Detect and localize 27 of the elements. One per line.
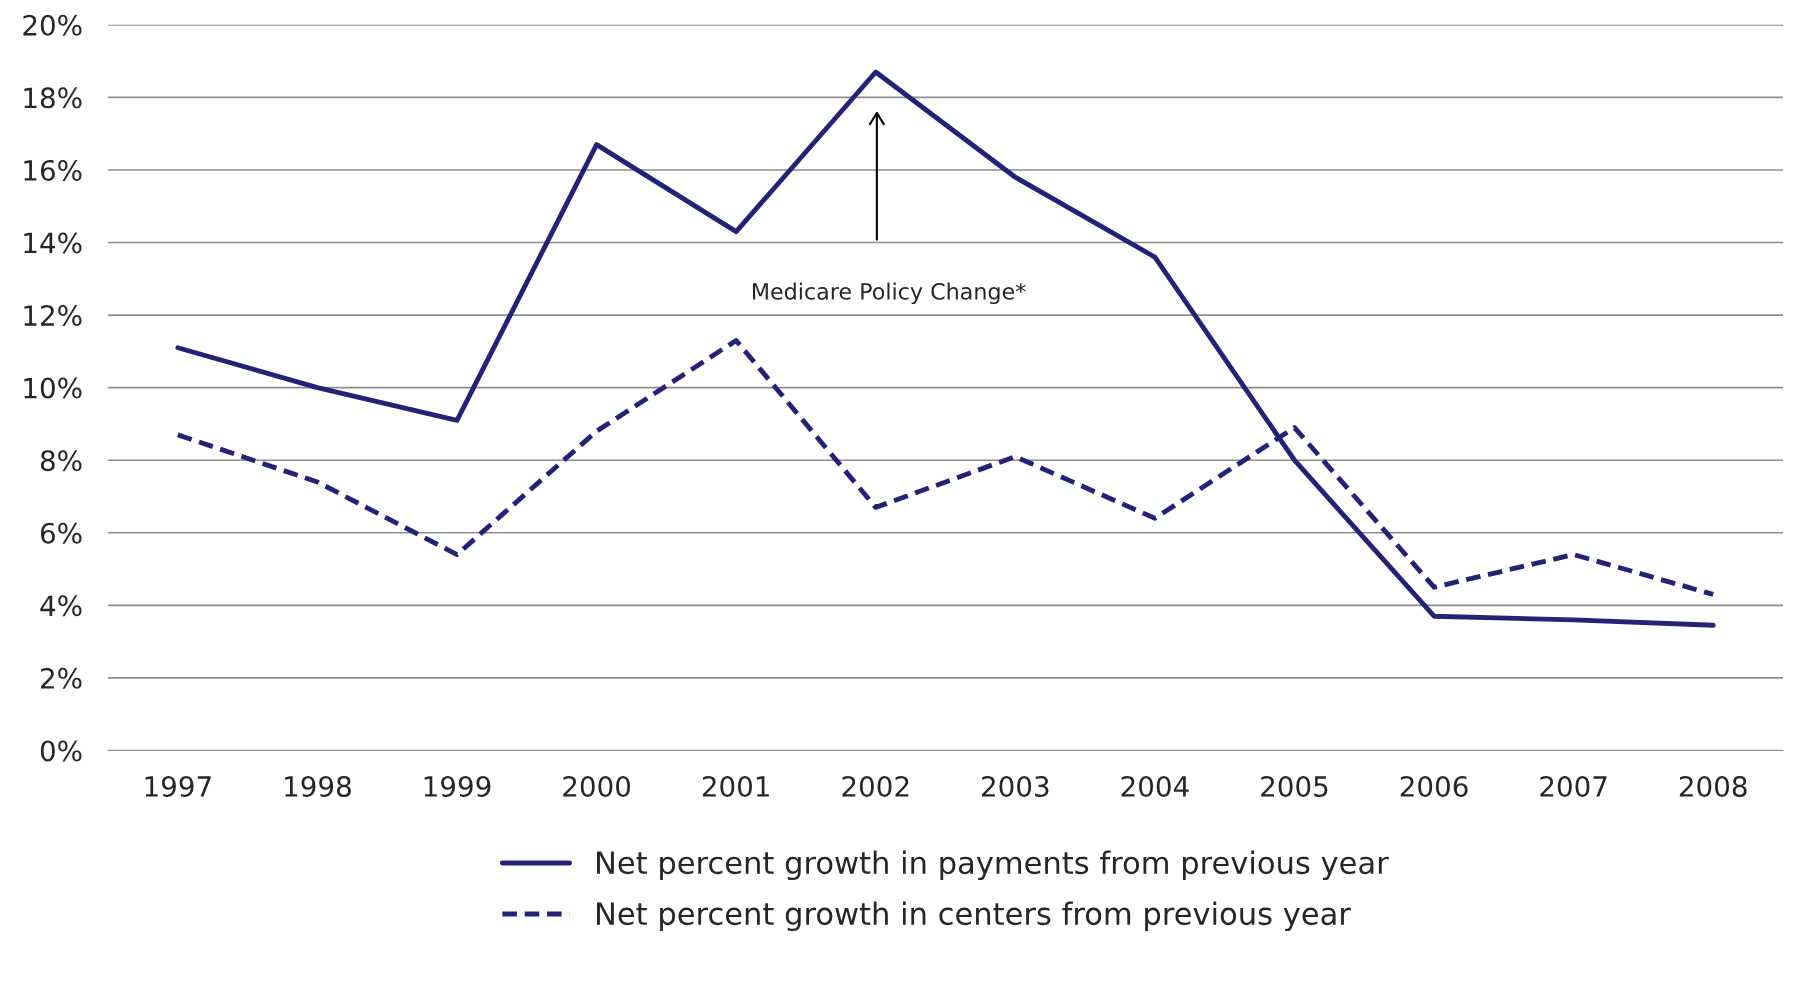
annotation: Medicare Policy Change* xyxy=(753,282,1026,305)
x-tick-label: 2001 xyxy=(702,775,769,797)
y-tick-label: 8% xyxy=(40,450,82,472)
legend-label: Net percent growth in payments from previous year xyxy=(597,850,1389,881)
x-tick-label: 1997 xyxy=(145,775,211,797)
y-tick-label: 4% xyxy=(40,595,82,617)
x-tick-label: 2007 xyxy=(1540,775,1607,797)
y-tick-label: 12% xyxy=(24,305,82,327)
line-series xyxy=(175,69,1716,628)
x-tick-label: 1998 xyxy=(285,775,351,797)
y-tick-label: 16% xyxy=(24,159,82,181)
x-tick-label: 1999 xyxy=(424,775,491,797)
x-tick-label: 2005 xyxy=(1261,775,1328,797)
x-tick-label: 2002 xyxy=(842,775,909,797)
y-tick-label: 10% xyxy=(24,377,82,399)
x-tick-label: 2000 xyxy=(563,775,631,797)
y-tick-label: 2% xyxy=(41,667,82,689)
x-tick-label: 2004 xyxy=(1121,775,1189,797)
y-tick-label: 18% xyxy=(24,87,82,109)
x-tick-label: 2008 xyxy=(1679,775,1747,797)
y-tick-label: 0% xyxy=(40,740,82,762)
y-tick-label: 6% xyxy=(40,522,82,544)
x-tick-label: 2003 xyxy=(982,775,1049,797)
y-tick-label: 14% xyxy=(24,232,82,254)
x-tick-label: 2006 xyxy=(1400,775,1468,797)
y-tick-label: 20% xyxy=(23,14,82,36)
legend-label: Net percent growth in centers from previous year xyxy=(597,901,1351,932)
